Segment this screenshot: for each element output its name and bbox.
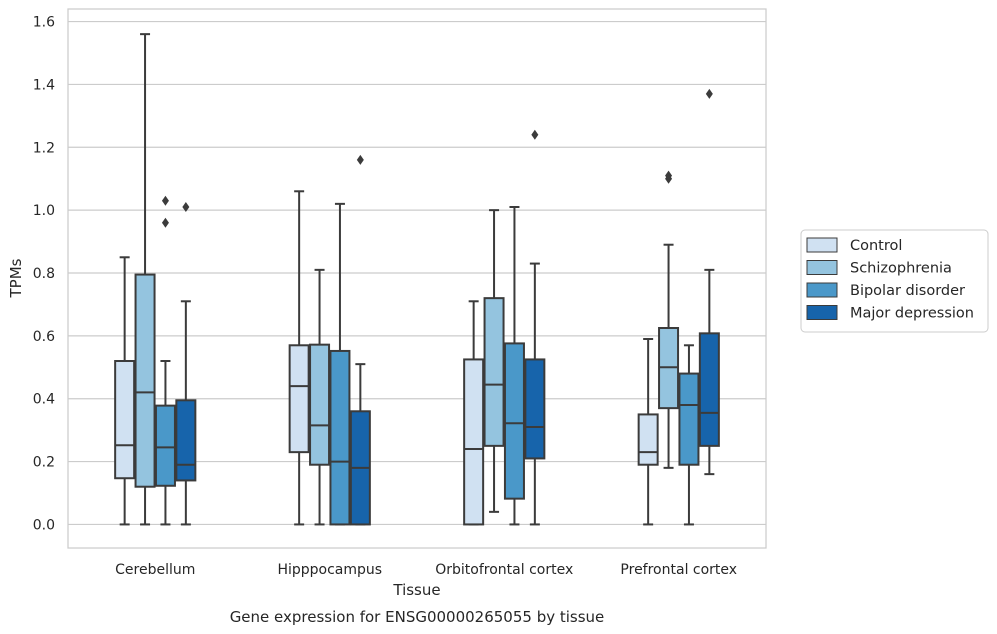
box-group: [114, 256, 136, 526]
y-tick-labels: 0.0 0.2 0.4 0.6 0.8 1.0 1.2 1.4 1.6: [33, 15, 55, 534]
box-group: [483, 209, 505, 513]
box-group: [134, 33, 156, 526]
box: [114, 360, 136, 480]
box-group: [678, 344, 700, 526]
x-axis-label: Tissue: [392, 581, 440, 599]
x-tick-label: Orbitofrontal cortex: [435, 562, 573, 578]
box: [134, 273, 156, 488]
y-tick-label: 1.0: [33, 203, 55, 219]
box: [483, 297, 505, 447]
y-tick-label: 0.2: [33, 455, 55, 471]
box: [329, 349, 351, 526]
x-tick-label: Hipppocampus: [277, 562, 382, 578]
box-group: [698, 88, 720, 476]
outlier-point: [705, 88, 713, 99]
box: [154, 404, 176, 487]
y-tick-label: 0.8: [33, 266, 55, 282]
outlier-point: [356, 154, 364, 165]
y-tick-label: 0.4: [33, 392, 55, 408]
legend-frame: [800, 229, 989, 333]
outlier-point: [182, 202, 190, 212]
y-tick-label: 0.0: [33, 517, 55, 533]
box: [175, 399, 197, 482]
box-group: [503, 206, 525, 526]
box-group: [637, 338, 659, 526]
x-tick-label: Prefrontal cortex: [620, 562, 737, 578]
y-tick-label: 1.4: [33, 77, 55, 93]
box: [698, 332, 720, 447]
legend-swatch: [806, 260, 838, 275]
legend-swatch: [806, 282, 838, 298]
box-group: [349, 154, 371, 526]
box-group: [524, 129, 546, 526]
x-tick-label: Cerebellum: [115, 562, 195, 578]
outlier-point: [665, 170, 673, 181]
legend-label: Bipolar disorder: [850, 283, 965, 299]
box-group: [329, 202, 351, 526]
box-group: [309, 268, 331, 526]
x-tick-labels: Cerebellum Hipppocampus Orbitofrontal cort…: [115, 562, 737, 578]
y-tick-label: 0.6: [33, 329, 55, 345]
legend-label: Control: [850, 238, 902, 254]
box: [637, 413, 659, 466]
box: [678, 372, 700, 466]
box-group: [463, 300, 485, 526]
outlier-point: [531, 129, 539, 140]
box: [524, 358, 546, 460]
outlier-point: [161, 195, 169, 206]
box: [463, 358, 485, 526]
box-group: [658, 170, 680, 469]
outlier-point: [161, 217, 169, 228]
box: [309, 343, 331, 466]
legend: Control Schizophrenia Bipolar disorder Majo…: [800, 229, 989, 333]
box-group: [288, 190, 310, 526]
legend-swatch: [806, 305, 838, 320]
box-plots: [114, 33, 720, 526]
y-tick-label: 1.6: [33, 15, 55, 31]
y-tick-label: 1.2: [33, 140, 55, 156]
box-group: [175, 202, 197, 526]
plot-frame: [67, 8, 767, 549]
y-axis-label: TPMs: [7, 258, 25, 298]
legend-swatch: [806, 237, 838, 253]
legend-label: Schizophrenia: [850, 261, 952, 277]
figure-caption: Gene expression for ENSG00000265055 by t…: [230, 608, 605, 626]
legend-label: Major depression: [850, 306, 974, 322]
box: [503, 342, 525, 500]
box: [288, 344, 310, 454]
box-group: [154, 195, 176, 526]
